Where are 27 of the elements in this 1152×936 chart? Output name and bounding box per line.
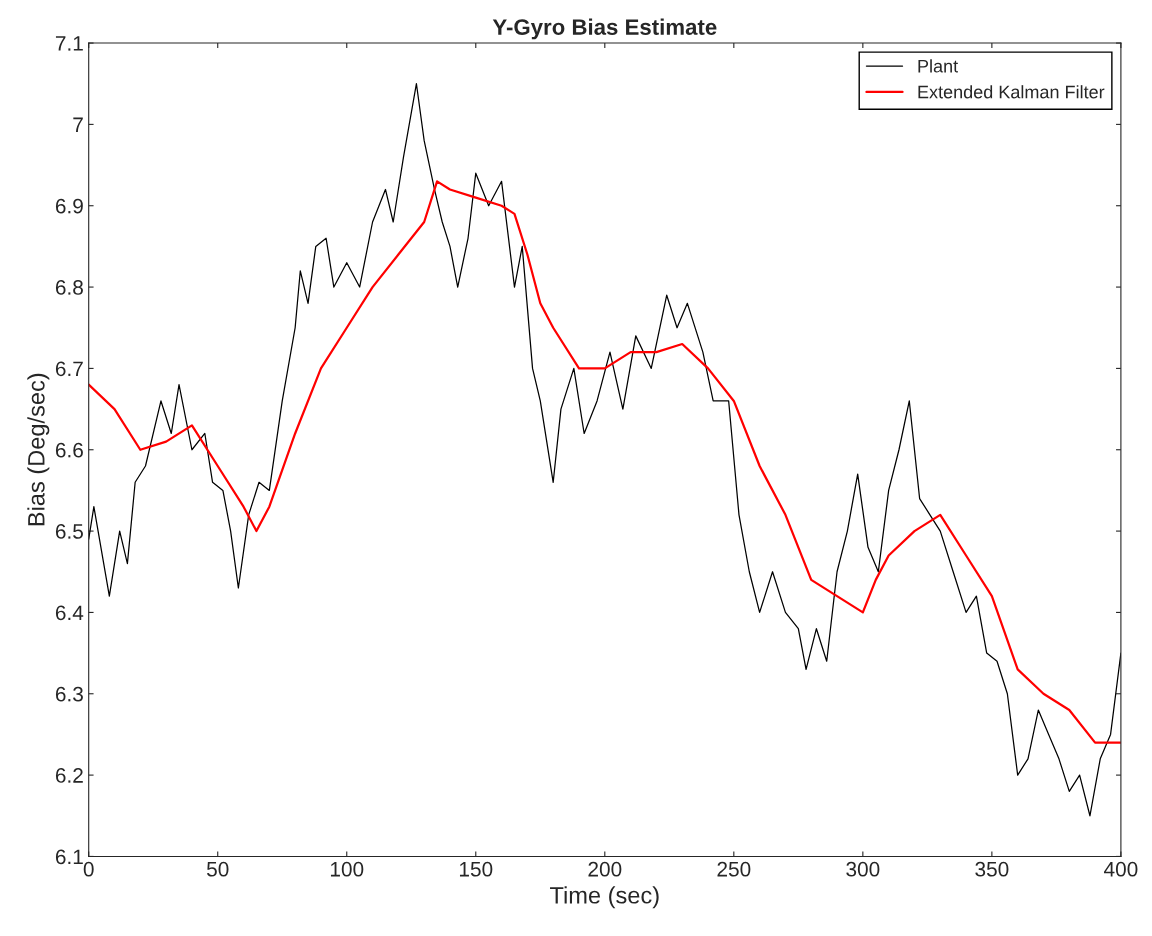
y-tick-label: 6.2 [55, 768, 83, 783]
legend-label: Plant [918, 59, 959, 73]
y-axis-title: Bias (Deg/sec) [27, 373, 50, 526]
x-tick-label: 0 [83, 861, 94, 877]
x-tick-label: 250 [717, 861, 751, 877]
line-series [88, 83, 1121, 817]
y-tick-label: 6.1 [55, 849, 83, 865]
y-tick-label: 7.1 [55, 36, 83, 51]
y-tick-label: 6.9 [55, 198, 83, 214]
legend-label: Extended Kalman Filter [918, 85, 1105, 99]
x-axis-title: Time (sec) [550, 886, 659, 909]
x-tick-label: 300 [846, 861, 880, 877]
y-tick-label: 6.6 [55, 442, 83, 458]
x-tick-label: 200 [588, 861, 622, 877]
x-tick-label: 350 [975, 861, 1009, 877]
x-tick-label: 150 [459, 861, 493, 877]
y-tick-label: 6.4 [55, 605, 84, 621]
line-series [88, 180, 1121, 744]
y-tick-label: 6.8 [55, 280, 83, 295]
y-tick-label: 7 [73, 117, 83, 132]
y-tick-label: 6.3 [55, 686, 83, 702]
y-tick-label: 6.7 [55, 361, 83, 377]
x-tick-label: 100 [330, 861, 364, 877]
x-tick-label: 50 [206, 861, 229, 877]
y-tick-label: 6.5 [55, 524, 83, 539]
x-tick-label: 400 [1104, 861, 1138, 877]
chart-title: Y-Gyro Bias Estimate [492, 18, 717, 40]
